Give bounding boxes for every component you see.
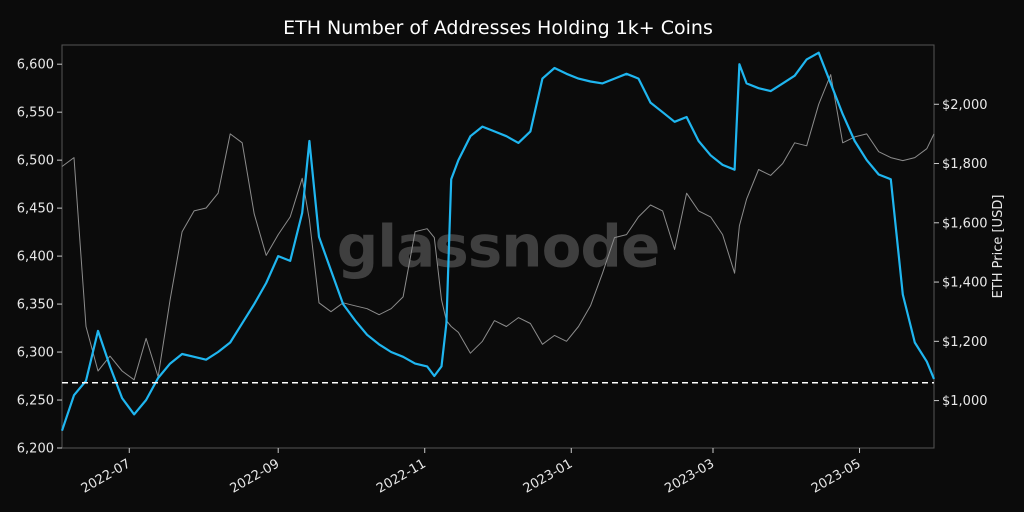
right-tick-label: $1,600: [942, 216, 988, 231]
left-tick-label: 6,400: [17, 250, 54, 265]
price-line: [61, 74, 935, 381]
x-tick-label: 2023-05: [809, 456, 864, 496]
right-tick-label: $1,000: [942, 394, 988, 409]
left-tick-label: 6,500: [17, 154, 54, 169]
x-tick-label: 2023-01: [521, 456, 576, 496]
plot-frame: [61, 44, 935, 449]
left-tick-label: 6,200: [17, 442, 54, 457]
left-tick-label: 6,600: [17, 58, 54, 73]
x-tick-label: 2023-03: [662, 456, 717, 496]
left-tick-label: 6,450: [17, 202, 54, 217]
right-tick-label: $1,200: [942, 335, 988, 350]
left-tick-label: 6,550: [17, 106, 54, 121]
series-layer: [60, 51, 936, 432]
right-tick-label: $1,800: [942, 157, 988, 172]
watermark: glassnode: [337, 213, 660, 281]
right-tick-label: $1,400: [942, 276, 988, 291]
x-tick-label: 2022-11: [374, 456, 429, 496]
left-tick-label: 6,250: [17, 394, 54, 409]
left-tick-label: 6,350: [17, 298, 54, 313]
right-axis-title: ETH Price [USD]: [991, 195, 1006, 299]
x-tick-label: 2022-07: [79, 456, 134, 496]
chart-title: ETH Number of Addresses Holding 1k+ Coin…: [283, 17, 713, 39]
addresses-line: [60, 51, 936, 432]
right-tick-label: $2,000: [942, 98, 988, 113]
x-tick-label: 2022-09: [228, 456, 283, 496]
left-tick-label: 6,300: [17, 346, 54, 361]
